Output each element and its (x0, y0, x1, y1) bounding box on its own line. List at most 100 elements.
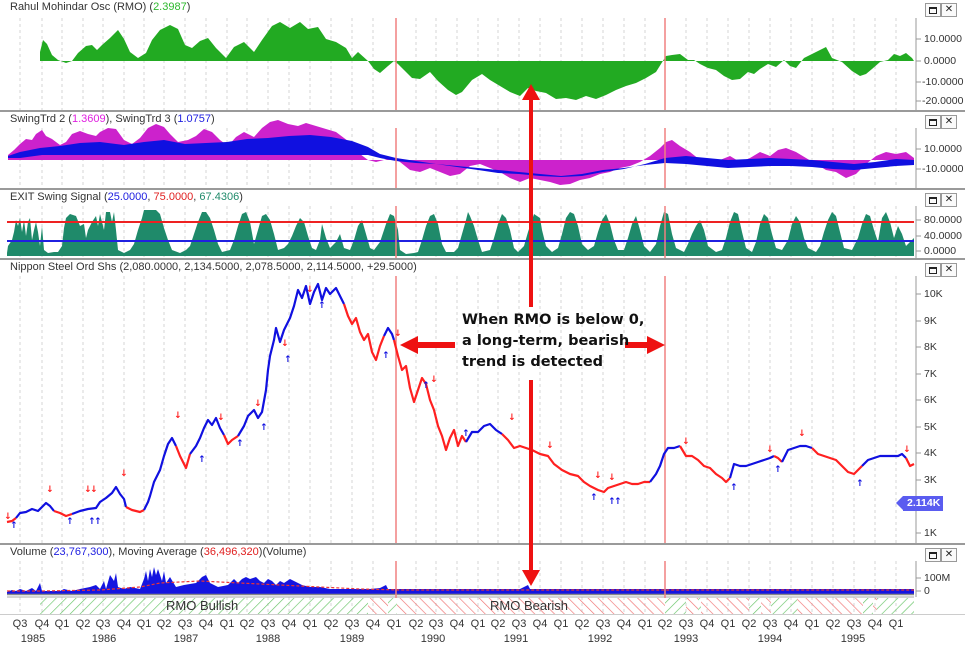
quarter-label: Q2 (825, 618, 841, 630)
year-label: 1991 (503, 633, 529, 645)
volume-title: Volume (23,767,300), Moving Average (36,… (10, 546, 307, 558)
right-arrow-icon (625, 336, 665, 354)
svg-text:↑: ↑ (284, 355, 292, 365)
exit-signal-pane: EXIT Swing Signal (25.0000, 75.0000, 67.… (0, 188, 965, 258)
quarter-label: Q2 (156, 618, 172, 630)
maximize-icon[interactable] (925, 193, 941, 207)
quarter-label: Q4 (867, 618, 883, 630)
svg-text:↓: ↓ (508, 413, 516, 423)
svg-text:↑: ↑ (608, 497, 616, 507)
close-icon[interactable]: ✕ (941, 115, 957, 129)
price-ytick: 5K (924, 421, 937, 433)
quarter-label: Q4 (116, 618, 132, 630)
quarter-label: Q2 (239, 618, 255, 630)
rmo-ytick: -10.0000 (922, 76, 964, 88)
svg-text:↓: ↓ (90, 485, 98, 495)
svg-text:↓: ↓ (766, 445, 774, 455)
maximize-icon[interactable] (925, 548, 941, 562)
svg-text:↓: ↓ (682, 437, 690, 447)
volume-pane-controls: ✕ (925, 548, 957, 562)
year-label: 1985 (20, 633, 46, 645)
quarter-label: Q1 (302, 618, 318, 630)
svg-text:↓: ↓ (594, 471, 602, 481)
svg-text:↑: ↑ (614, 497, 622, 507)
quarter-label: Q3 (762, 618, 778, 630)
price-chart: ↓↑ ↓↑ ↓↓↑↑ ↓ ↓↑ ↓↑ ↓↑ ↓↑ ↓↑ ↑↓ ↑↓ ↑ ↓ ↓ … (4, 276, 921, 545)
svg-text:↓: ↓ (254, 399, 262, 409)
quarter-label: Q4 (449, 618, 465, 630)
exit-pane-controls: ✕ (925, 193, 957, 207)
year-label: 1986 (91, 633, 117, 645)
swingtrd2-label: SwingTrd 2 (10, 113, 66, 125)
quarter-label: Q3 (95, 618, 111, 630)
svg-text:↑: ↑ (318, 301, 326, 311)
price-pane: ↓ ↑ ↓ ↑ ↓ ↓ ↑ ↑ ↓ ↓ ↑ ↓ ↑ ↓ ↑ ↓ ↑ ↓ ↑ ↑ ↓ ↑ ↓ ↑ ↓ ↓ … (0, 258, 965, 545)
rmo-chart (19, 18, 921, 110)
quarter-label: Q4 (34, 618, 50, 630)
svg-text:↑: ↑ (730, 483, 738, 493)
price-ytick: 9K (924, 315, 937, 327)
svg-text:↑: ↑ (198, 455, 206, 465)
year-label: 1992 (587, 633, 613, 645)
year-label: 1987 (173, 633, 199, 645)
quarter-label: Q1 (888, 618, 904, 630)
maximize-icon[interactable] (925, 115, 941, 129)
svg-text:↓: ↓ (903, 445, 911, 455)
close-icon[interactable]: ✕ (941, 263, 957, 277)
rmo-ytick: 10.0000 (924, 33, 962, 45)
price-ytick: 3K (924, 474, 937, 486)
quarter-label: Q4 (198, 618, 214, 630)
quarter-label: Q1 (219, 618, 235, 630)
exit-upper-value: 75.0000 (153, 191, 194, 203)
ohlc-values: 2,080.0000, 2,134.5000, 2,078.5000, 2,11… (123, 261, 414, 273)
close-icon[interactable]: ✕ (941, 3, 957, 17)
svg-text:↑: ↑ (590, 493, 598, 503)
year-label: 1988 (255, 633, 281, 645)
year-label: 1995 (840, 633, 866, 645)
rmo-label: Rahul Mohindar Osc (RMO) (10, 1, 147, 13)
rmo-bearish-label: RMO Bearish (490, 598, 569, 613)
annotation-line: When RMO is below 0, (462, 312, 645, 328)
left-arrow-icon (400, 336, 455, 354)
price-ytick: 6K (924, 394, 937, 406)
close-icon[interactable]: ✕ (941, 548, 957, 562)
year-label: 1993 (673, 633, 699, 645)
price-pane-controls: ✕ (925, 263, 957, 277)
exit-lower-value: 25.0000 (107, 191, 148, 203)
svg-text:↑: ↑ (422, 381, 430, 391)
svg-text:↓: ↓ (174, 411, 182, 421)
quarter-label: Q1 (54, 618, 70, 630)
maximize-icon[interactable] (925, 263, 941, 277)
svg-text:↓: ↓ (120, 469, 128, 479)
quarter-label: Q2 (75, 618, 91, 630)
close-icon[interactable]: ✕ (941, 193, 957, 207)
maximize-icon[interactable] (925, 3, 941, 17)
symbol-name: Nippon Steel Ord Shs (10, 261, 117, 273)
price-ytick: 8K (924, 341, 937, 353)
svg-text:↓: ↓ (430, 375, 438, 385)
moving-average-value: 36,496,320 (203, 546, 259, 558)
rmo-pane: Rahul Mohindar Osc (RMO) (2.3987) ✕ 10.0… (0, 0, 965, 111)
svg-text:↓: ↓ (84, 485, 92, 495)
svg-text:↓: ↓ (217, 413, 225, 423)
quarter-label: Q1 (136, 618, 152, 630)
price-title: Nippon Steel Ord Shs (2,080.0000, 2,134.… (10, 261, 417, 273)
svg-text:↑: ↑ (88, 517, 96, 527)
quarter-label: Q2 (490, 618, 506, 630)
svg-text:↑: ↑ (774, 465, 782, 475)
volume-pane: Volume (23,767,300), Moving Average (36,… (0, 543, 965, 615)
quarter-label: Q3 (595, 618, 611, 630)
volume-suffix: (Volume) (262, 546, 307, 558)
volume-ytick: 0 (924, 585, 930, 597)
swingtrd2-value: 1.3609 (71, 113, 106, 125)
swingtrd-ytick: -10.0000 (922, 163, 964, 175)
quarter-label: Q3 (846, 618, 862, 630)
rmo-title: Rahul Mohindar Osc (RMO) (2.3987) (10, 1, 191, 13)
x-axis: Q3 Q4 Q1 Q2 Q3 Q4 Q1 Q2 Q3 Q4 Q1 Q2 Q3 Q4 Q1 Q2 Q3 Q4 Q1 Q2… (0, 614, 965, 646)
quarter-label: Q2 (408, 618, 424, 630)
quarter-label: Q2 (574, 618, 590, 630)
exit-ytick: 0.0000 (924, 245, 957, 257)
svg-text:↓: ↓ (608, 473, 616, 483)
quarter-label: Q4 (783, 618, 799, 630)
price-ytick: 4K (924, 447, 937, 459)
